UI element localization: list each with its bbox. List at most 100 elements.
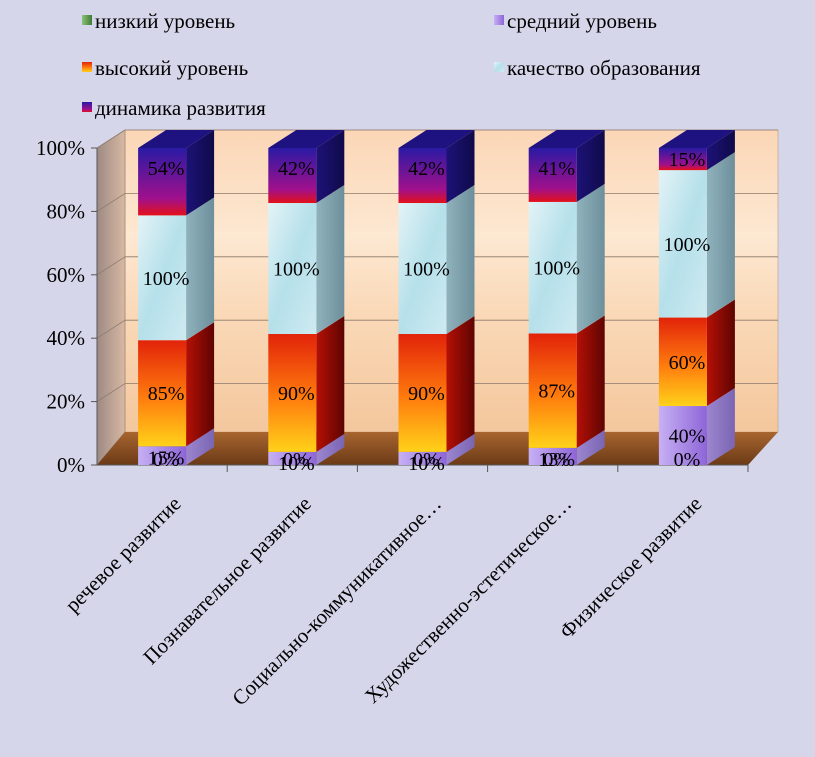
gridline-side <box>96 319 126 339</box>
legend-label: средний уровень <box>507 9 657 33</box>
bar-medium-side <box>316 433 345 465</box>
bar-quality-side <box>316 185 345 335</box>
bar-dynamics <box>398 148 447 204</box>
side-wall <box>96 129 126 466</box>
legend-item-high: высокий уровень <box>82 56 248 80</box>
bar-quality <box>268 203 317 335</box>
bar-medium <box>138 446 187 465</box>
x-category-label: Физическое развитие <box>555 492 707 644</box>
bar-medium-side <box>186 428 215 465</box>
bar-medium-side <box>706 388 735 465</box>
bar-quality <box>138 215 187 341</box>
bar-stack <box>138 130 215 465</box>
bar-dynamics <box>268 148 317 204</box>
legend-swatch <box>82 102 92 112</box>
legend-swatch <box>494 15 504 25</box>
legend-item-dynamics: динамика развития <box>82 96 266 120</box>
data-label-quality: 100% <box>273 259 320 281</box>
y-tick-label: 60% <box>47 263 86 287</box>
data-labels: 0%15%85%100%54%0%10%90%100%42%0%10%90%10… <box>143 149 710 475</box>
legend-label: динамика развития <box>95 96 266 120</box>
bar-quality-side <box>186 197 215 341</box>
bar-dynamics <box>658 148 707 171</box>
bar-high-side <box>446 316 475 452</box>
data-label-quality: 100% <box>533 258 580 280</box>
bar-top-cap <box>528 130 605 148</box>
bar-dynamics-side <box>316 130 345 204</box>
data-label-low: 0% <box>543 449 570 471</box>
y-tick-label: 100% <box>36 136 85 160</box>
y-tick-label: 80% <box>47 199 86 223</box>
bar-dynamics <box>138 148 187 216</box>
bar-stack <box>398 130 475 465</box>
legend-swatch <box>82 15 92 25</box>
gridline-side <box>96 129 126 149</box>
data-label-high: 90% <box>408 383 445 405</box>
x-category-label: речевое развитие <box>60 492 185 617</box>
data-label-quality: 100% <box>403 259 450 281</box>
bar-quality-side <box>576 183 605 334</box>
data-label-quality: 100% <box>143 268 190 290</box>
bar-medium <box>398 451 447 465</box>
data-label-high: 85% <box>148 383 185 405</box>
bar-stack <box>658 130 735 465</box>
data-label-dynamics: 54% <box>148 158 185 180</box>
bar-top-cap <box>268 130 345 148</box>
bar-high <box>528 333 577 448</box>
x-category-label: Художественно-эстетическое… <box>360 492 576 708</box>
bar-top-cap <box>658 130 735 148</box>
data-label-low: 0% <box>413 449 440 471</box>
bar-high-side <box>706 299 735 407</box>
gridline-side <box>96 383 126 402</box>
x-category-label: Социально-коммуникативное… <box>227 492 446 711</box>
bar-quality <box>528 201 577 334</box>
data-label-dynamics: 42% <box>278 158 315 180</box>
bar-quality <box>658 170 707 318</box>
bar-medium-side <box>576 429 605 465</box>
legend-label: низкий уровень <box>95 9 235 33</box>
legend-swatch <box>82 62 92 72</box>
bar-high <box>138 340 187 447</box>
data-label-quality: 100% <box>664 234 711 256</box>
data-label-medium: 40% <box>669 426 706 448</box>
data-label-dynamics: 15% <box>669 149 706 171</box>
bar-quality-side <box>446 185 475 335</box>
data-label-medium: 10% <box>408 453 445 475</box>
bar-quality-side <box>706 152 735 318</box>
data-label-low: 0% <box>153 449 180 471</box>
bar-high <box>658 317 707 407</box>
bar-medium <box>268 451 317 465</box>
bar-high-side <box>186 322 215 447</box>
bar-medium <box>528 447 577 465</box>
legend-swatch <box>494 62 504 72</box>
data-label-medium: 10% <box>278 453 315 475</box>
bar-dynamics-side <box>186 130 215 216</box>
bar-top-cap <box>138 130 215 148</box>
y-tick-label: 0% <box>57 453 85 477</box>
legend-item-low: низкий уровень <box>82 9 235 33</box>
data-label-medium: 13% <box>538 449 575 471</box>
bar-high-side <box>576 315 605 448</box>
data-label-low: 0% <box>674 449 701 471</box>
bar-medium <box>658 406 707 465</box>
legend-label: качество образования <box>507 56 701 80</box>
data-label-dynamics: 42% <box>408 158 445 180</box>
bar-medium-side <box>446 433 475 465</box>
y-tick-label: 40% <box>47 326 86 350</box>
bar-top-cap <box>398 130 475 148</box>
bar-dynamics-side <box>446 130 475 204</box>
bar-dynamics-side <box>576 130 605 202</box>
data-label-high: 60% <box>669 352 706 374</box>
bar-high <box>398 334 447 452</box>
bar-dynamics <box>528 148 577 202</box>
legend: низкий уровень средний уровень высокий уро… <box>82 9 701 120</box>
bar-quality <box>398 203 447 335</box>
legend-label: высокий уровень <box>95 56 248 80</box>
gridline-side <box>96 193 126 212</box>
y-axis-ticks: 0% 20% 40% 60% 80% 100% <box>36 136 97 477</box>
bar-stack <box>528 130 605 465</box>
bar-dynamics-side <box>706 130 735 171</box>
legend-item-medium: средний уровень <box>494 9 657 33</box>
